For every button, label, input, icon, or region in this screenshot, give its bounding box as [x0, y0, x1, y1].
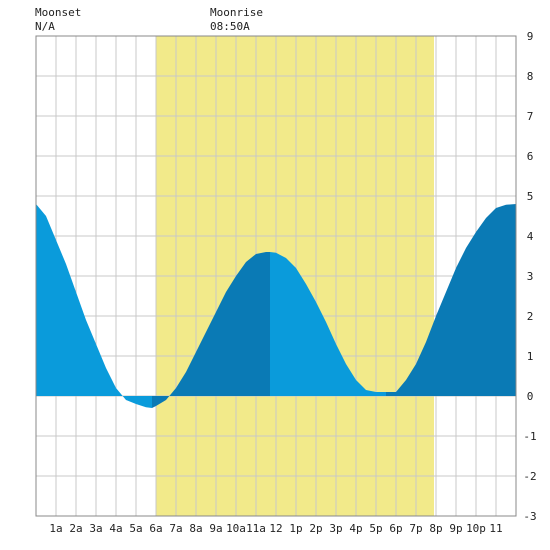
x-tick-label: 7a — [169, 522, 182, 535]
x-tick-label: 3a — [89, 522, 102, 535]
x-tick-label: 2a — [69, 522, 82, 535]
x-tick-label: 9a — [209, 522, 222, 535]
y-tick-label: 6 — [527, 150, 534, 163]
tide-layer — [36, 204, 516, 408]
moonset-value: N/A — [35, 20, 55, 33]
x-tick-label: 4a — [109, 522, 122, 535]
tide-area-falling — [36, 204, 152, 408]
y-tick-label: -1 — [523, 430, 536, 443]
x-tick-label: 10p — [466, 522, 486, 535]
x-tick-label: 4p — [349, 522, 362, 535]
tide-area-rising — [386, 204, 516, 396]
y-tick-label: 4 — [527, 230, 534, 243]
x-tick-label: 11a — [246, 522, 266, 535]
x-tick-label: 7p — [409, 522, 422, 535]
x-tick-label: 5p — [369, 522, 382, 535]
y-tick-label: 7 — [527, 110, 534, 123]
x-tick-label: 10a — [226, 522, 246, 535]
y-tick-label: 9 — [527, 30, 534, 43]
x-tick-label: 2p — [309, 522, 322, 535]
x-tick-label: 6p — [389, 522, 402, 535]
x-tick-label: 11 — [489, 522, 502, 535]
x-tick-label: 12 — [269, 522, 282, 535]
x-tick-label: 8a — [189, 522, 202, 535]
y-tick-label: 1 — [527, 350, 534, 363]
tide-area-rising — [152, 252, 270, 408]
tide-area-falling — [270, 252, 386, 396]
plot-border — [35, 35, 517, 517]
x-tick-label: 1p — [289, 522, 302, 535]
x-tick-label: 1a — [49, 522, 62, 535]
x-tick-label: 9p — [449, 522, 462, 535]
y-tick-label: -3 — [523, 510, 536, 523]
y-tick-label: 0 — [527, 390, 534, 403]
moonrise-value: 08:50A — [210, 20, 250, 33]
y-tick-label: 3 — [527, 270, 534, 283]
moonrise-label: Moonrise — [210, 6, 263, 19]
y-tick-label: 8 — [527, 70, 534, 83]
x-tick-label: 3p — [329, 522, 342, 535]
x-tick-label: 6a — [149, 522, 162, 535]
x-tick-label: 5a — [129, 522, 142, 535]
y-tick-label: -2 — [523, 470, 536, 483]
y-tick-label: 2 — [527, 310, 534, 323]
y-tick-label: 5 — [527, 190, 534, 203]
x-tick-label: 8p — [429, 522, 442, 535]
moonset-label: Moonset — [35, 6, 81, 19]
labels-layer: Moonset N/A Moonrise 08:50A — [35, 6, 263, 33]
